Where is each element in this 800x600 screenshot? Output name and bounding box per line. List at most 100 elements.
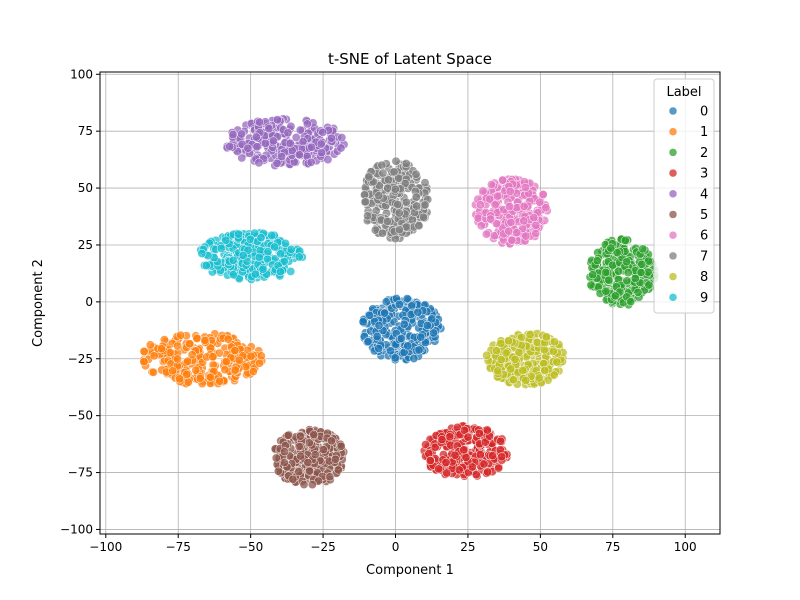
y-tick-label: 0 [85, 295, 93, 309]
point-label-9 [275, 267, 285, 277]
point-label-7 [382, 216, 392, 226]
legend-entry-label: 9 [700, 291, 708, 306]
point-label-3 [425, 456, 435, 466]
point-label-2 [592, 256, 602, 266]
point-label-6 [476, 221, 486, 231]
point-label-1 [173, 354, 183, 364]
point-label-3 [467, 462, 477, 472]
point-label-9 [279, 256, 289, 266]
point-label-4 [307, 142, 316, 152]
point-label-8 [540, 365, 550, 375]
legend-entry-label: 7 [700, 249, 708, 264]
point-label-7 [393, 199, 403, 209]
point-label-3 [496, 436, 506, 446]
point-label-5 [288, 474, 298, 484]
point-label-3 [474, 429, 484, 438]
legend-marker [668, 189, 678, 199]
legend-marker [668, 127, 678, 136]
point-label-4 [295, 125, 305, 135]
point-label-6 [529, 213, 539, 222]
point-label-3 [461, 452, 471, 462]
point-label-5 [279, 458, 289, 468]
point-label-6 [512, 228, 522, 238]
point-label-9 [267, 230, 277, 240]
point-label-8 [482, 350, 492, 360]
point-label-8 [552, 357, 562, 367]
point-label-7 [361, 197, 370, 207]
y-tick-label: 50 [78, 181, 93, 195]
point-label-9 [197, 249, 207, 258]
point-label-8 [534, 373, 544, 383]
point-label-0 [394, 299, 404, 309]
y-tick-label: −75 [68, 466, 93, 480]
point-label-1 [234, 355, 244, 365]
point-label-5 [333, 465, 343, 475]
point-label-0 [403, 341, 413, 351]
point-label-4 [251, 132, 261, 142]
point-label-5 [336, 441, 346, 451]
point-label-4 [317, 148, 327, 158]
point-label-1 [139, 346, 149, 356]
point-label-4 [264, 124, 274, 134]
point-label-6 [493, 191, 503, 201]
point-label-7 [383, 183, 393, 193]
point-label-9 [228, 270, 238, 280]
point-label-8 [514, 347, 524, 357]
legend: Label 0 1 2 3 4 5 6 7 8 9 [653, 78, 715, 314]
point-label-5 [330, 454, 340, 464]
point-label-3 [437, 435, 447, 445]
point-label-0 [416, 332, 426, 342]
point-label-7 [378, 168, 388, 178]
point-label-6 [505, 202, 514, 212]
point-label-1 [168, 366, 178, 376]
point-label-6 [538, 190, 548, 199]
point-label-4 [272, 158, 282, 168]
point-label-8 [510, 354, 520, 364]
point-label-5 [280, 447, 289, 457]
point-label-6 [519, 201, 529, 211]
point-label-6 [478, 186, 488, 196]
point-label-0 [396, 334, 406, 343]
point-label-0 [386, 346, 395, 356]
point-label-2 [626, 297, 636, 307]
point-label-2 [601, 268, 611, 277]
y-tick-label: 75 [78, 124, 93, 138]
point-label-3 [445, 432, 455, 442]
point-label-9 [286, 244, 296, 254]
point-label-0 [381, 297, 391, 307]
point-label-8 [492, 346, 501, 356]
point-label-4 [318, 127, 328, 137]
point-label-1 [200, 335, 210, 345]
point-label-1 [246, 351, 256, 361]
legend-marker [668, 272, 678, 281]
point-label-1 [208, 352, 218, 362]
point-label-1 [223, 334, 233, 344]
point-label-4 [306, 157, 316, 167]
axis-ticks: −100 −75 −50 −25 0 25 50 75 100 −100 −75 −50 −25 0 25 5… [60, 67, 697, 554]
legend-entry-label: 5 [700, 208, 708, 223]
point-label-3 [494, 463, 504, 473]
point-label-2 [622, 257, 632, 267]
point-label-6 [504, 226, 514, 236]
point-label-7 [411, 192, 421, 202]
point-label-5 [294, 467, 304, 477]
point-label-2 [636, 268, 646, 277]
point-label-7 [377, 160, 387, 170]
point-label-0 [374, 320, 384, 330]
point-label-6 [521, 231, 531, 241]
point-label-4 [294, 150, 304, 160]
legend-entry-label: 6 [700, 229, 708, 244]
point-label-6 [490, 200, 500, 210]
y-tick-label: 100 [70, 67, 93, 81]
point-label-7 [389, 167, 399, 177]
legend-marker [668, 293, 678, 302]
x-tick-label: 50 [533, 540, 548, 554]
point-label-0 [427, 314, 437, 324]
point-label-2 [638, 244, 648, 254]
y-tick-label: −100 [60, 522, 93, 536]
point-label-5 [327, 436, 336, 446]
scatter-points [139, 114, 660, 490]
point-label-8 [496, 355, 506, 365]
point-label-1 [187, 350, 197, 360]
point-label-9 [263, 247, 273, 257]
